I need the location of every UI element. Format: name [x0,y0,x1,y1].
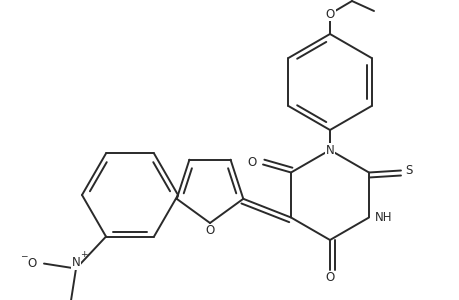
Text: O: O [325,8,334,20]
Text: S: S [404,164,412,177]
Text: +: + [80,250,88,259]
Text: −: − [20,251,28,260]
Text: O: O [28,257,37,270]
Text: N: N [72,256,80,269]
Text: O: O [325,272,334,284]
Text: N: N [325,143,334,157]
Text: O: O [205,224,214,238]
Text: O: O [247,156,257,169]
Text: NH: NH [374,211,392,224]
